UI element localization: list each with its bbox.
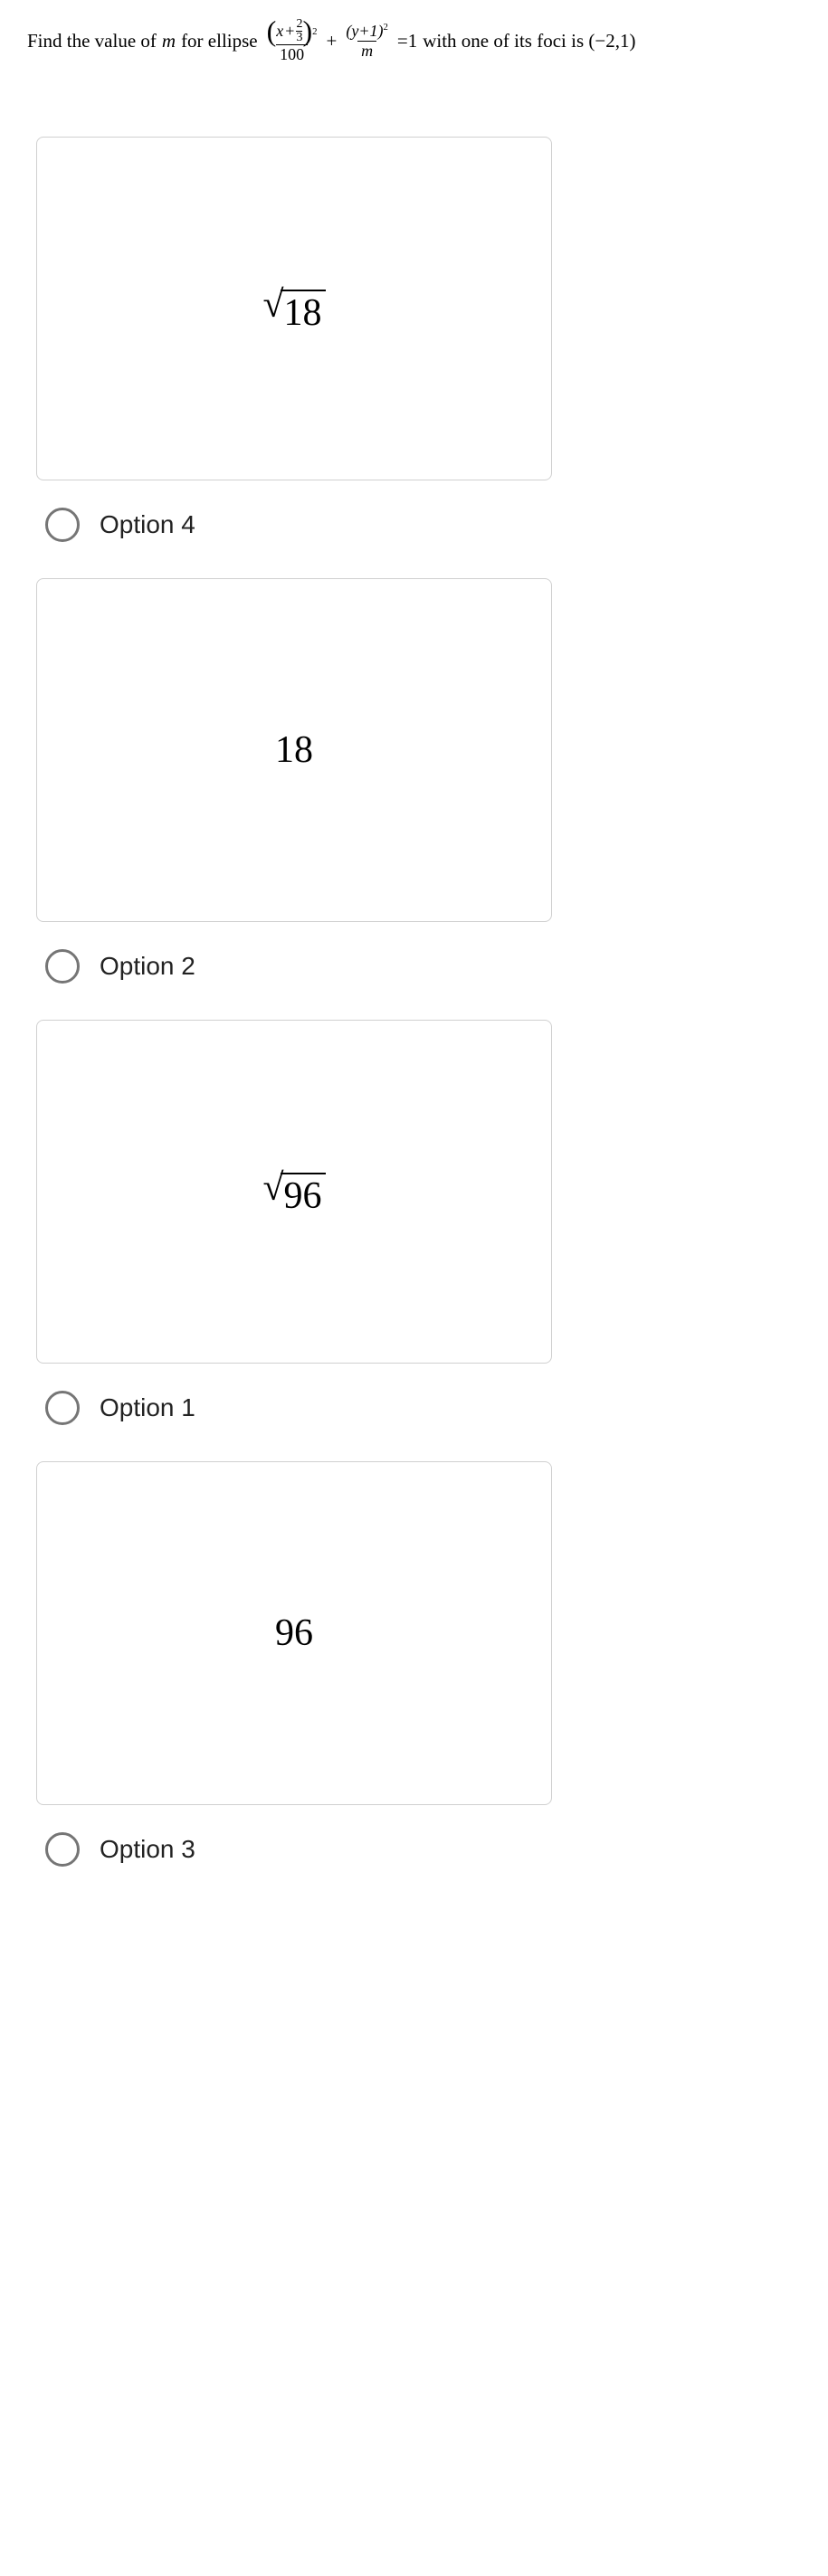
option-row[interactable]: Option 3	[27, 1832, 801, 1867]
option-image-card: 18	[36, 578, 552, 922]
option-image-card: √18	[36, 137, 552, 480]
plus-sign: +	[327, 30, 338, 52]
option-block: √96 Option 1	[27, 1020, 801, 1425]
option-label: Option 4	[100, 510, 195, 539]
question-text: Find the value of m for ellipse ( x + 2 …	[27, 18, 801, 64]
option-image-card: √96	[36, 1020, 552, 1364]
radio-button[interactable]	[45, 1391, 80, 1425]
question-middle: for ellipse	[181, 30, 258, 52]
option-image-card: 96	[36, 1461, 552, 1805]
option-label: Option 3	[100, 1835, 195, 1864]
option-math: 18	[275, 728, 313, 772]
option-row[interactable]: Option 2	[27, 949, 801, 984]
radio-button[interactable]	[45, 949, 80, 984]
option-math: 96	[275, 1611, 313, 1655]
equals: =1	[397, 30, 417, 52]
option-math: √18	[262, 283, 325, 335]
option-block: √18 Option 4	[27, 137, 801, 542]
question-var-m: m	[162, 30, 176, 52]
sqrt-value: 18	[281, 290, 326, 335]
radio-button[interactable]	[45, 508, 80, 542]
radio-button[interactable]	[45, 1832, 80, 1867]
option-label: Option 2	[100, 952, 195, 981]
option-label: Option 1	[100, 1393, 195, 1422]
option-row[interactable]: Option 1	[27, 1391, 801, 1425]
option-block: 18 Option 2	[27, 578, 801, 984]
question-prefix: Find the value of	[27, 30, 157, 52]
question-suffix: with one of its foci is (−2,1)	[423, 30, 635, 52]
sqrt-value: 96	[281, 1173, 326, 1218]
option-row[interactable]: Option 4	[27, 508, 801, 542]
option-math: √96	[262, 1166, 325, 1218]
fraction-1: ( x + 2 3 ) 2 100	[263, 18, 321, 64]
fraction-2: (y+1)2 m	[342, 22, 392, 61]
option-block: 96 Option 3	[27, 1461, 801, 1867]
